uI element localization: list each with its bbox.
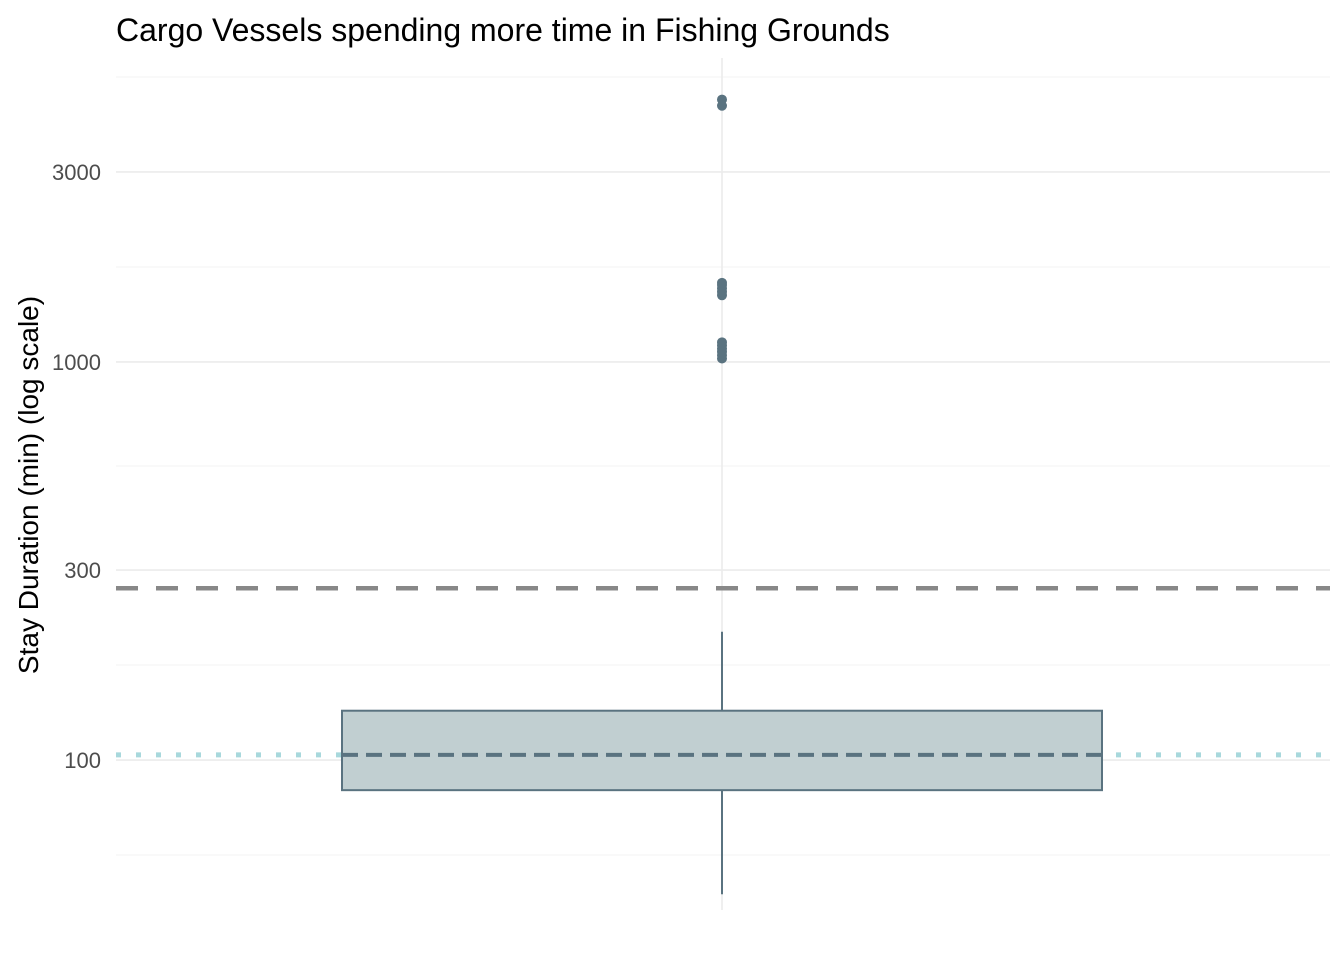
outlier-point (717, 277, 727, 288)
y-tick-label: 3000 (52, 160, 101, 185)
chart-title: Cargo Vessels spending more time in Fish… (116, 12, 890, 48)
y-axis-label: Stay Duration (min) (log scale) (13, 296, 44, 674)
y-tick-label: 1000 (52, 350, 101, 375)
y-axis-ticks: 100 300 1000 3000 (52, 160, 101, 773)
outlier-points (717, 94, 727, 364)
outlier-point (717, 337, 727, 348)
outlier-point (717, 94, 727, 105)
y-tick-label: 300 (64, 558, 101, 583)
boxplot (341, 631, 1103, 895)
y-tick-label: 100 (64, 748, 101, 773)
reference-lines (116, 586, 1330, 758)
box-iqr (341, 709, 1103, 792)
